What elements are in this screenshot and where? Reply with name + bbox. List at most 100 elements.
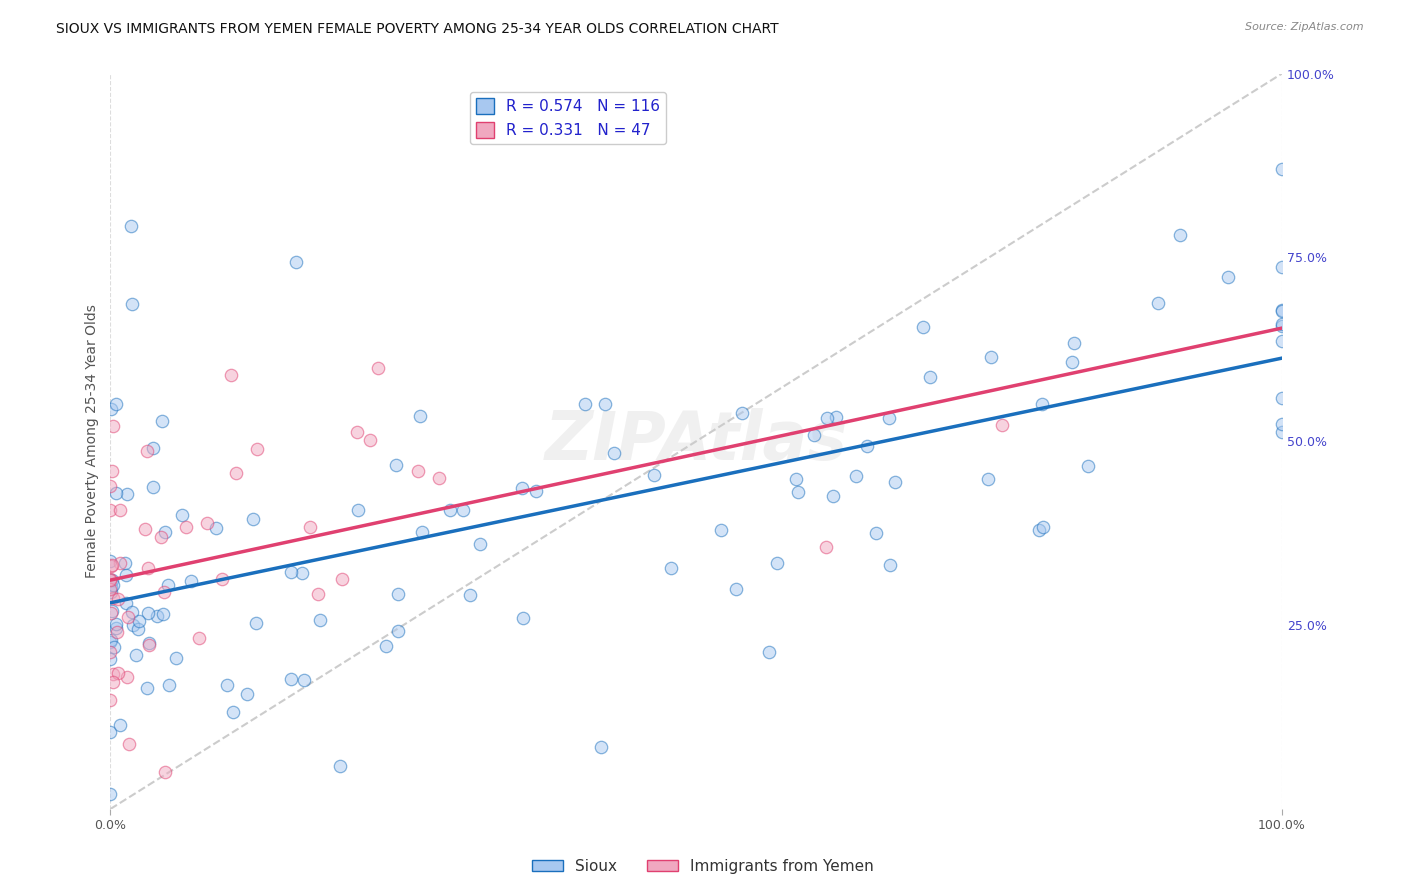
- Point: [468, 537, 491, 551]
- Point: [100, 585, 122, 599]
- Point: [100, 572, 122, 586]
- Point: [308, 613, 330, 627]
- Point: [100, 645, 122, 659]
- Point: [100, 580, 122, 594]
- Point: [115, 487, 138, 501]
- Point: [138, 635, 160, 649]
- Point: [134, 522, 156, 536]
- Point: [453, 502, 475, 516]
- Point: [765, 557, 787, 571]
- Point: [195, 516, 218, 530]
- Legend: R = 0.574   N = 116, R = 0.331   N = 47: R = 0.574 N = 116, R = 0.331 N = 47: [470, 92, 666, 144]
- Y-axis label: Female Poverty Among 25-34 Year Olds: Female Poverty Among 25-34 Year Olds: [86, 304, 100, 578]
- Point: [1271, 425, 1294, 440]
- Point: [724, 582, 747, 596]
- Point: [865, 526, 887, 541]
- Point: [821, 489, 844, 503]
- Point: [1028, 524, 1050, 538]
- Point: [280, 565, 302, 579]
- Point: [877, 410, 900, 425]
- Point: [157, 678, 180, 692]
- Point: [758, 644, 780, 658]
- Point: [346, 425, 368, 439]
- Point: [180, 574, 202, 589]
- Point: [1060, 355, 1083, 369]
- Point: [136, 444, 159, 458]
- Point: [246, 442, 269, 456]
- Point: [1271, 392, 1294, 406]
- Point: [815, 411, 838, 425]
- Point: [136, 607, 159, 621]
- Point: [659, 561, 682, 575]
- Point: [814, 540, 837, 554]
- Point: [387, 624, 409, 638]
- Point: [114, 556, 136, 570]
- Point: [1168, 227, 1191, 242]
- Point: [291, 566, 314, 580]
- Point: [107, 666, 129, 681]
- Point: [101, 667, 124, 681]
- Point: [918, 370, 941, 384]
- Point: [299, 519, 322, 533]
- Point: [165, 650, 187, 665]
- Point: [439, 502, 461, 516]
- Point: [1216, 270, 1239, 285]
- Point: [280, 672, 302, 686]
- Point: [100, 558, 122, 572]
- Point: [101, 674, 124, 689]
- Point: [427, 471, 450, 485]
- Point: [980, 350, 1002, 364]
- Point: [100, 559, 122, 574]
- Point: [1063, 335, 1085, 350]
- Point: [211, 572, 233, 586]
- Point: [103, 640, 125, 655]
- Point: [307, 587, 329, 601]
- Point: [100, 582, 122, 596]
- Point: [107, 591, 129, 606]
- Point: [100, 574, 122, 588]
- Point: [101, 419, 124, 434]
- Point: [138, 638, 160, 652]
- Point: [117, 737, 139, 751]
- Point: [1032, 520, 1054, 534]
- Point: [589, 740, 612, 755]
- Point: [153, 524, 176, 539]
- Point: [1271, 260, 1294, 274]
- Point: [1271, 319, 1294, 334]
- Point: [347, 502, 370, 516]
- Point: [409, 409, 432, 424]
- Point: [292, 673, 315, 687]
- Point: [574, 396, 596, 410]
- Point: [375, 639, 398, 653]
- Point: [204, 521, 226, 535]
- Text: Source: ZipAtlas.com: Source: ZipAtlas.com: [1246, 22, 1364, 32]
- Point: [100, 652, 122, 666]
- Point: [1271, 303, 1294, 318]
- Point: [146, 609, 169, 624]
- Point: [121, 605, 143, 619]
- Point: [104, 397, 127, 411]
- Point: [100, 632, 122, 647]
- Text: ZIPAtlas: ZIPAtlas: [544, 409, 848, 475]
- Point: [104, 485, 127, 500]
- Point: [803, 428, 825, 442]
- Point: [117, 610, 139, 624]
- Point: [157, 578, 180, 592]
- Point: [367, 360, 389, 375]
- Point: [912, 319, 935, 334]
- Point: [153, 585, 176, 599]
- Point: [329, 759, 352, 773]
- Point: [100, 402, 122, 417]
- Point: [977, 472, 1000, 486]
- Point: [1077, 459, 1099, 474]
- Point: [115, 671, 138, 685]
- Point: [121, 296, 143, 310]
- Point: [114, 568, 136, 582]
- Point: [785, 472, 807, 486]
- Point: [510, 481, 533, 495]
- Point: [406, 464, 429, 478]
- Point: [221, 705, 243, 719]
- Point: [114, 596, 136, 610]
- Point: [411, 525, 433, 540]
- Point: [458, 588, 481, 602]
